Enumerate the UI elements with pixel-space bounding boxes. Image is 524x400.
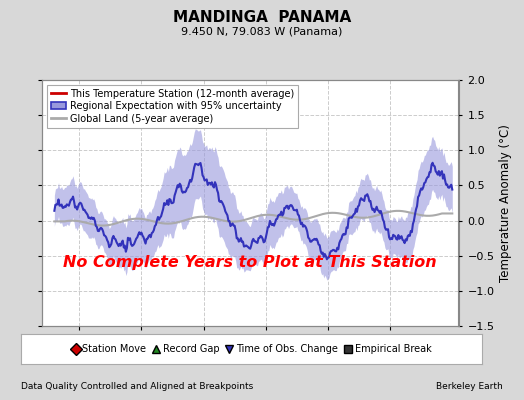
Text: No Complete Years to Plot at This Station: No Complete Years to Plot at This Statio…: [63, 254, 437, 270]
Text: Data Quality Controlled and Aligned at Breakpoints: Data Quality Controlled and Aligned at B…: [21, 382, 253, 391]
Text: 9.450 N, 79.083 W (Panama): 9.450 N, 79.083 W (Panama): [181, 26, 343, 36]
Text: Berkeley Earth: Berkeley Earth: [436, 382, 503, 391]
Y-axis label: Temperature Anomaly (°C): Temperature Anomaly (°C): [499, 124, 512, 282]
Text: MANDINGA  PANAMA: MANDINGA PANAMA: [173, 10, 351, 25]
Legend: Station Move, Record Gap, Time of Obs. Change, Empirical Break: Station Move, Record Gap, Time of Obs. C…: [69, 341, 434, 357]
Legend: This Temperature Station (12-month average), Regional Expectation with 95% uncer: This Temperature Station (12-month avera…: [47, 85, 298, 128]
